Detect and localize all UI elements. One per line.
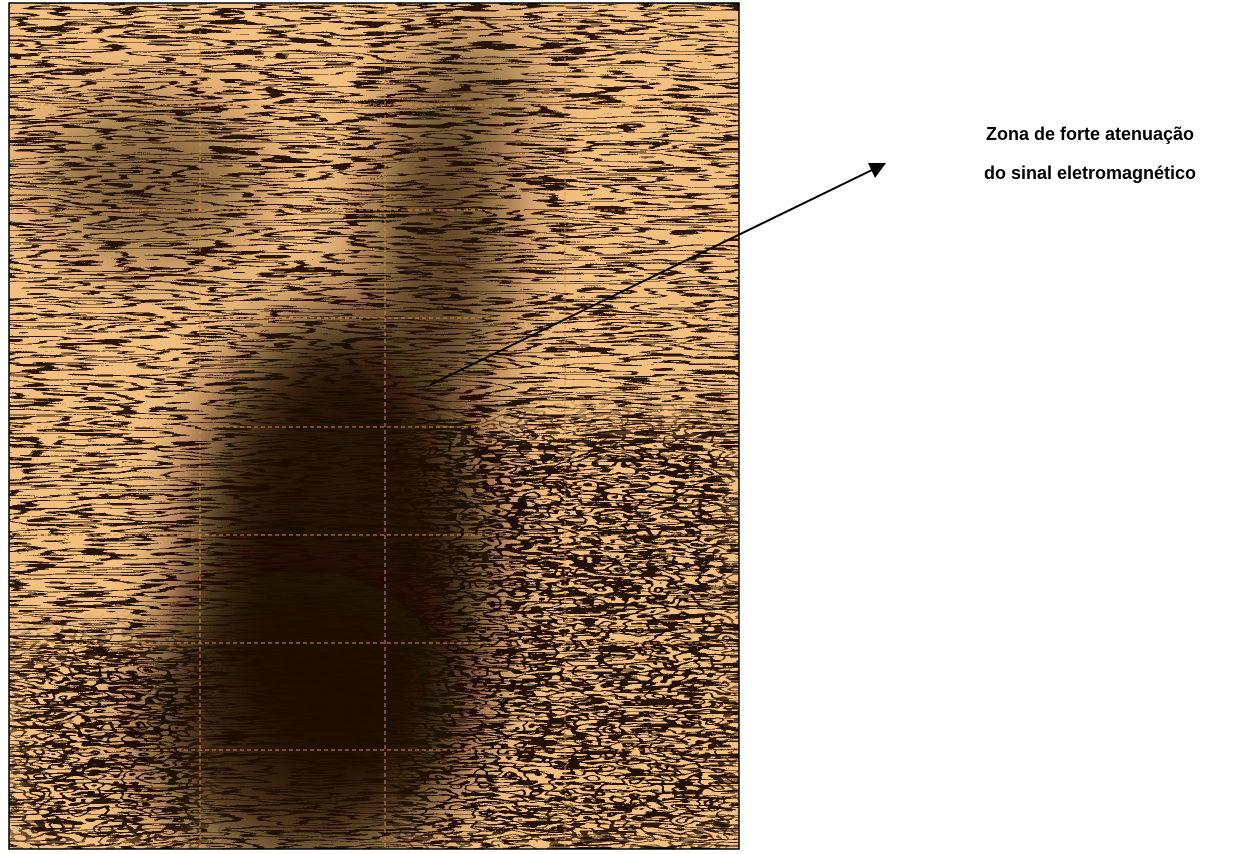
page: Zona de forte atenuação do sinal eletrom… xyxy=(0,0,1258,854)
figure: Zona de forte atenuação do sinal eletrom… xyxy=(0,0,1258,854)
annotation-line: Zona de forte atenuação xyxy=(986,124,1194,144)
annotation-line: do sinal eletromagnético xyxy=(984,163,1196,183)
radargram xyxy=(9,3,739,854)
